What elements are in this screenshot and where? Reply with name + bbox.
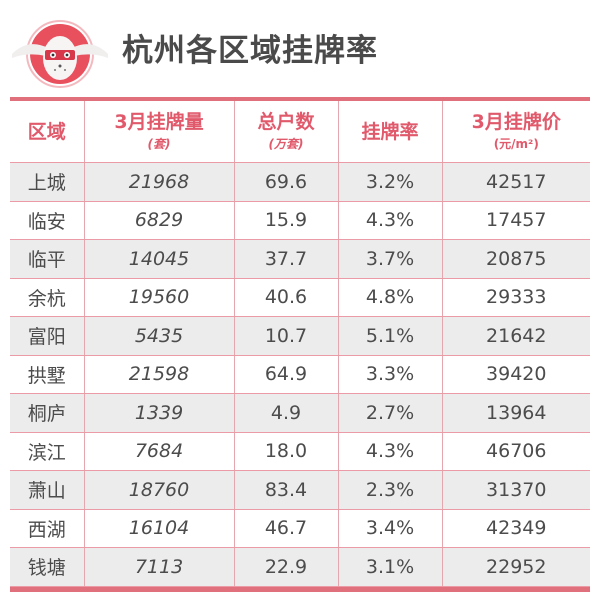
table-bottom-bar: [10, 586, 590, 592]
table-top-bar: [10, 97, 590, 101]
rate-cell: 2.7%: [337, 393, 443, 433]
price-cell: 13964: [441, 393, 590, 433]
table-row: 西湖 16104 46.7 3.4% 42349: [10, 509, 590, 548]
rate-cell: 3.2%: [337, 162, 443, 202]
region-cell: 滨江: [10, 432, 85, 471]
rate-cell: 3.3%: [337, 355, 443, 394]
listings-cell: 7684: [83, 432, 235, 471]
households-cell: 22.9: [233, 547, 339, 587]
column-header-rate: 挂牌率: [337, 101, 443, 163]
listing-rate-table: 区域 3月挂牌量 (套) 总户数 (万套) 挂牌率 3月挂牌价 (元/m²) 上城 2…: [10, 97, 590, 592]
listings-cell: 1339: [83, 393, 235, 433]
price-cell: 42349: [441, 509, 590, 548]
listings-cell: 6829: [83, 201, 235, 240]
table-row: 余杭 19560 40.6 4.8% 29333: [10, 278, 590, 317]
households-cell: 15.9: [233, 201, 339, 240]
listings-cell: 14045: [83, 239, 235, 279]
column-header-listings: 3月挂牌量 (套): [83, 101, 235, 163]
price-cell: 20875: [441, 239, 590, 279]
listings-cell: 21598: [83, 355, 235, 394]
price-cell: 46706: [441, 432, 590, 471]
table-row: 滨江 7684 18.0 4.3% 46706: [10, 432, 590, 471]
column-header-price: 3月挂牌价 (元/m²): [441, 101, 590, 163]
households-cell: 69.6: [233, 162, 339, 202]
listings-cell: 21968: [83, 162, 235, 202]
table-row: 富阳 5435 10.7 5.1% 21642: [10, 316, 590, 356]
price-cell: 29333: [441, 278, 590, 317]
region-cell: 富阳: [10, 316, 85, 356]
households-cell: 83.4: [233, 470, 339, 510]
table-row: 上城 21968 69.6 3.2% 42517: [10, 162, 590, 202]
households-cell: 64.9: [233, 355, 339, 394]
column-unit: (万套): [268, 136, 304, 151]
region-cell: 桐庐: [10, 393, 85, 433]
price-cell: 17457: [441, 201, 590, 240]
households-cell: 4.9: [233, 393, 339, 433]
households-cell: 46.7: [233, 509, 339, 548]
price-cell: 22952: [441, 547, 590, 587]
rate-cell: 2.3%: [337, 470, 443, 510]
header: 杭州各区域挂牌率: [0, 0, 600, 96]
table-row: 桐庐 1339 4.9 2.7% 13964: [10, 393, 590, 433]
table-row: 临安 6829 15.9 4.3% 17457: [10, 201, 590, 240]
households-cell: 18.0: [233, 432, 339, 471]
households-cell: 37.7: [233, 239, 339, 279]
table-header-row: 区域 3月挂牌量 (套) 总户数 (万套) 挂牌率 3月挂牌价 (元/m²): [10, 101, 590, 163]
region-cell: 临平: [10, 239, 85, 279]
region-cell: 萧山: [10, 470, 85, 510]
column-unit: (元/m²): [493, 136, 539, 151]
region-cell: 余杭: [10, 278, 85, 317]
table-row: 拱墅 21598 64.9 3.3% 39420: [10, 355, 590, 394]
rate-cell: 3.7%: [337, 239, 443, 279]
households-cell: 10.7: [233, 316, 339, 356]
table-row: 临平 14045 37.7 3.7% 20875: [10, 239, 590, 279]
listings-cell: 7113: [83, 547, 235, 587]
rate-cell: 4.8%: [337, 278, 443, 317]
price-cell: 42517: [441, 162, 590, 202]
rate-cell: 4.3%: [337, 432, 443, 471]
column-header-households: 总户数 (万套): [233, 101, 339, 163]
column-unit: (套): [147, 136, 171, 151]
region-cell: 西湖: [10, 509, 85, 548]
column-header-region: 区域: [10, 101, 85, 163]
listings-cell: 5435: [83, 316, 235, 356]
rate-cell: 5.1%: [337, 316, 443, 356]
rabbit-mascot-logo-icon: [12, 20, 108, 88]
listings-cell: 19560: [83, 278, 235, 317]
region-cell: 上城: [10, 162, 85, 202]
table-row: 钱塘 7113 22.9 3.1% 22952: [10, 547, 590, 587]
price-cell: 39420: [441, 355, 590, 394]
price-cell: 31370: [441, 470, 590, 510]
region-cell: 临安: [10, 201, 85, 240]
rate-cell: 4.3%: [337, 201, 443, 240]
rate-cell: 3.1%: [337, 547, 443, 587]
page-title: 杭州各区域挂牌率: [122, 33, 378, 69]
region-cell: 拱墅: [10, 355, 85, 394]
price-cell: 21642: [441, 316, 590, 356]
households-cell: 40.6: [233, 278, 339, 317]
table-row: 萧山 18760 83.4 2.3% 31370: [10, 470, 590, 510]
listings-cell: 18760: [83, 470, 235, 510]
listings-cell: 16104: [83, 509, 235, 548]
region-cell: 钱塘: [10, 547, 85, 587]
rate-cell: 3.4%: [337, 509, 443, 548]
